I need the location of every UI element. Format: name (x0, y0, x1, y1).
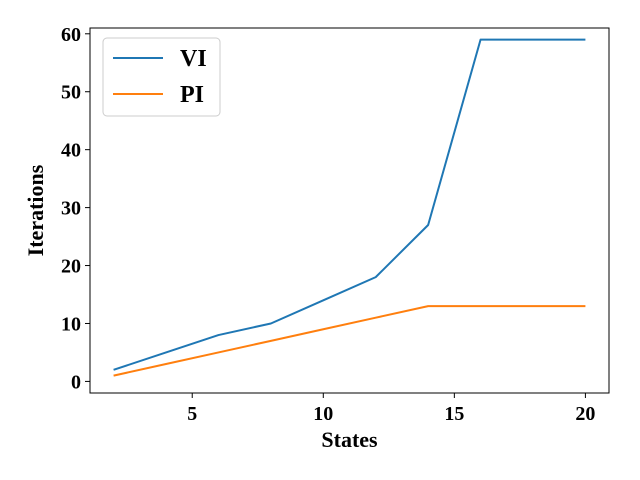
x-tick-label: 5 (187, 403, 197, 425)
y-tick-label: 60 (61, 24, 81, 46)
y-axis-label: Iterations (23, 164, 48, 256)
y-axis: 0 10 20 30 40 50 60 (61, 24, 90, 393)
x-axis-label: States (321, 427, 378, 452)
y-tick-label: 10 (61, 313, 81, 335)
series-layer (113, 38, 586, 377)
y-tick-label: 0 (71, 371, 81, 393)
series-line-vi (113, 38, 586, 371)
y-tick-label: 40 (61, 140, 81, 162)
x-tick-label: 20 (575, 403, 595, 425)
x-axis: 5 10 15 20 (187, 393, 595, 425)
y-tick-label: 30 (61, 198, 81, 220)
series-line-pi (113, 305, 586, 377)
x-tick-label: 15 (444, 403, 464, 425)
legend: VI PI (102, 37, 221, 117)
y-tick-label: 20 (61, 256, 81, 278)
x-tick-label: 10 (313, 403, 333, 425)
legend-label-pi: PI (180, 82, 204, 108)
y-tick-label: 50 (61, 82, 81, 104)
legend-label-vi: VI (180, 46, 207, 72)
